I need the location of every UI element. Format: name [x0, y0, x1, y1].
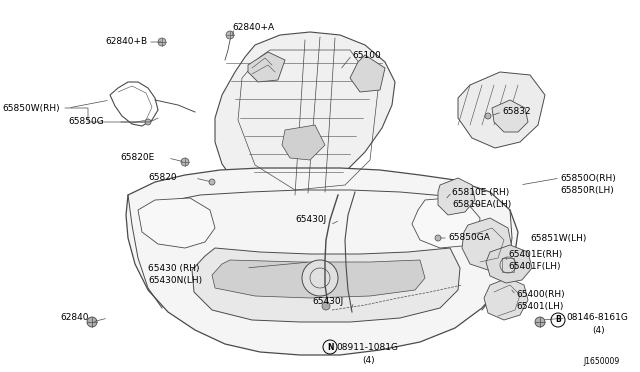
Polygon shape [248, 52, 285, 82]
Text: 65850O(RH): 65850O(RH) [560, 173, 616, 183]
Circle shape [435, 235, 441, 241]
Text: 65851W(LH): 65851W(LH) [530, 234, 586, 243]
Polygon shape [138, 198, 215, 248]
Text: (4): (4) [592, 326, 605, 334]
Text: 65820E: 65820E [120, 154, 154, 163]
Polygon shape [486, 245, 532, 283]
Text: 08911-1081G: 08911-1081G [336, 343, 398, 353]
Text: 65810E (RH): 65810E (RH) [452, 187, 509, 196]
Polygon shape [212, 260, 425, 298]
Polygon shape [484, 278, 528, 320]
Text: 65401F(LH): 65401F(LH) [508, 263, 561, 272]
Polygon shape [458, 72, 545, 148]
Text: 08146-8161G: 08146-8161G [566, 314, 628, 323]
Text: 65850W(RH): 65850W(RH) [2, 103, 60, 112]
Text: 65850G: 65850G [68, 118, 104, 126]
Circle shape [485, 113, 491, 119]
Polygon shape [438, 178, 475, 215]
Text: 65401(LH): 65401(LH) [516, 302, 563, 311]
Circle shape [322, 302, 330, 310]
Text: 65832: 65832 [502, 108, 531, 116]
Text: 65100: 65100 [352, 51, 381, 60]
Circle shape [226, 31, 234, 39]
Text: 65820: 65820 [148, 173, 177, 183]
Text: (4): (4) [362, 356, 374, 365]
Text: 62840+A: 62840+A [232, 23, 274, 32]
Circle shape [145, 119, 151, 125]
Polygon shape [126, 168, 518, 355]
Text: 65850R(LH): 65850R(LH) [560, 186, 614, 195]
Polygon shape [492, 100, 528, 132]
Text: 62840: 62840 [60, 314, 88, 323]
Circle shape [158, 38, 166, 46]
Text: B: B [555, 315, 561, 324]
Text: 65810EA(LH): 65810EA(LH) [452, 199, 511, 208]
Circle shape [181, 158, 189, 166]
Text: 65400(RH): 65400(RH) [516, 291, 564, 299]
Text: 65430N(LH): 65430N(LH) [148, 276, 202, 285]
Text: J1650009: J1650009 [584, 357, 620, 366]
Text: 65401E(RH): 65401E(RH) [508, 250, 563, 260]
Text: 65430 (RH): 65430 (RH) [148, 263, 200, 273]
Polygon shape [412, 198, 480, 248]
Text: 65430J: 65430J [295, 215, 326, 224]
Polygon shape [462, 218, 512, 270]
Polygon shape [282, 125, 325, 160]
Polygon shape [215, 32, 395, 200]
Circle shape [535, 317, 545, 327]
Polygon shape [350, 55, 385, 92]
Circle shape [209, 179, 215, 185]
Text: 65430J: 65430J [312, 298, 343, 307]
Circle shape [87, 317, 97, 327]
Polygon shape [192, 248, 460, 322]
Text: N: N [327, 343, 333, 352]
Circle shape [302, 260, 338, 296]
Text: 65850GA: 65850GA [448, 234, 490, 243]
Text: 62840+B: 62840+B [106, 38, 148, 46]
